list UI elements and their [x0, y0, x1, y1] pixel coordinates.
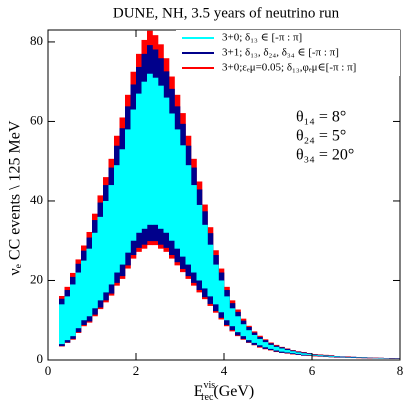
band-bin	[86, 248, 93, 317]
x-label-sup: vis	[204, 380, 216, 391]
x-label-unit: (GeV)	[213, 383, 254, 400]
band-bin	[180, 145, 186, 257]
band-bin	[81, 260, 87, 321]
y-tick-label: 20	[30, 271, 43, 286]
band-bin	[70, 284, 76, 337]
band-bin	[130, 109, 137, 241]
band-bin	[262, 342, 269, 348]
band-bin	[147, 73, 153, 225]
x-tick-label: 6	[309, 363, 316, 378]
band-bin	[152, 77, 159, 225]
band-bin	[301, 353, 307, 355]
band-bin	[163, 97, 170, 233]
band-bin	[334, 356, 340, 358]
band-bin	[125, 129, 131, 253]
band-bin	[202, 224, 208, 289]
band-bin	[229, 308, 236, 327]
y-tick-label: 60	[30, 112, 43, 127]
y-tick-label: 80	[30, 33, 43, 48]
band-bin	[191, 185, 197, 273]
band-bin	[235, 316, 241, 333]
band-bin	[257, 338, 263, 346]
annotation: θ₁₄ = 8°	[296, 109, 346, 126]
band-bin	[64, 296, 71, 341]
band-bin	[141, 81, 148, 229]
band-bin	[240, 324, 247, 337]
band-bin	[136, 93, 142, 233]
x-label-sub: rec	[201, 392, 214, 403]
band-bin	[97, 216, 104, 301]
band-bin	[174, 129, 181, 249]
chart-title: DUNE, NH, 3.5 years of neutrino run	[113, 5, 340, 21]
x-tick-label: 4	[221, 363, 228, 378]
band-bin	[59, 304, 65, 345]
band-bin	[92, 232, 98, 309]
y-axis-label: νₑ CC events \ 125 MeV	[7, 120, 24, 275]
band-bin	[119, 149, 126, 265]
annotation: θ₂₄ = 5°	[296, 128, 346, 145]
band-bin	[284, 350, 291, 353]
band-bin	[185, 165, 192, 265]
band-bin	[196, 204, 203, 281]
x-axis-label: Evis rec(GeV)	[194, 380, 255, 403]
y-tick-label: 40	[30, 192, 43, 207]
band-bin	[268, 344, 274, 349]
band-bin	[158, 85, 164, 229]
legend-label: 3+1; δ₁₃, δ₂₄, δ₃₄ ∈ [-π : π]	[222, 47, 339, 59]
band-bin	[306, 354, 313, 356]
band-bin	[218, 280, 225, 313]
band-bin	[207, 244, 214, 297]
band-bin	[290, 351, 296, 354]
annotation: θ₃₄ = 20°	[296, 147, 354, 164]
band-bin	[75, 272, 82, 329]
legend-label: 3+0;εₑμ=0.05; δ₁₃,φₑμ∈[-π : π]	[222, 62, 356, 74]
band-bin	[273, 346, 280, 351]
band-bin	[323, 355, 329, 357]
y-tick-label: 0	[37, 351, 44, 366]
band-bin	[213, 264, 219, 305]
band-bin	[224, 296, 230, 321]
band-bin	[312, 354, 318, 356]
band-bin	[169, 113, 175, 241]
x-tick-label: 8	[397, 363, 404, 378]
band-bin	[108, 185, 115, 285]
band-bin	[295, 352, 302, 355]
band-bin	[251, 334, 258, 343]
band-bin	[317, 355, 324, 357]
x-label-base: E	[194, 383, 204, 400]
legend-label: 3+0; δ₁₃ ∈ [-π : π]	[222, 32, 302, 44]
plot-area	[59, 30, 401, 359]
band-bin	[103, 200, 109, 293]
band-bin	[114, 165, 120, 273]
x-tick-label: 0	[45, 363, 52, 378]
band-bin	[246, 330, 252, 341]
x-tick-label: 2	[133, 363, 140, 378]
band-bin	[328, 356, 335, 357]
band-bin	[279, 348, 285, 352]
